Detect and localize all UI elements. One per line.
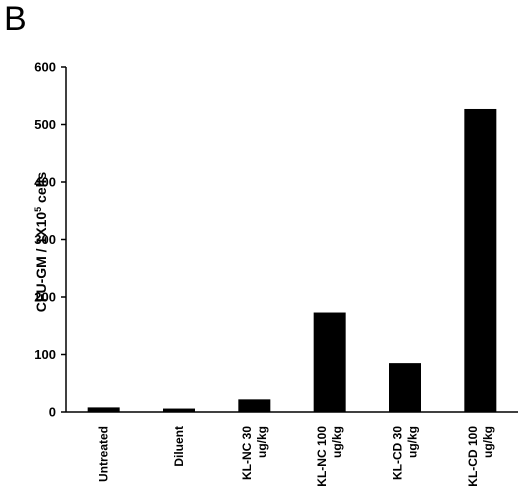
x-tick-label-line: ug/kg: [255, 426, 269, 458]
x-tick-label-line: Diluent: [172, 426, 186, 467]
x-tick-label: Diluent: [172, 426, 186, 467]
x-tick-label-line: KL-CD 30: [391, 426, 405, 480]
bar: [87, 407, 120, 412]
y-axis-title-main: CFU-GM / 1X10: [33, 212, 49, 313]
y-axis: 0 100 200 300 400 500 600: [34, 60, 67, 420]
y-tick-label: 0: [49, 405, 56, 420]
x-tick-label-line: ug/kg: [481, 426, 495, 458]
y-axis-title-sup: 5: [33, 207, 43, 212]
x-axis: Untreated Diluent KL-NC 30ug/kg KL-NC 100ug…: [66, 411, 518, 487]
y-tick-label: 400: [34, 175, 56, 190]
x-tick-label: KL-CD 30ug/kg: [391, 426, 420, 480]
x-tick-label-line: KL-NC 100: [315, 426, 329, 487]
x-tick-label-line: ug/kg: [330, 426, 344, 458]
x-tick-label: Untreated: [97, 426, 111, 482]
bar: [389, 363, 421, 412]
x-tick-label-line: ug/kg: [406, 426, 420, 458]
y-tick-label: 100: [34, 347, 56, 362]
x-tick-label-line: KL-CD 100: [466, 426, 480, 487]
y-tick-label: 200: [34, 290, 56, 305]
x-tick-label-line: KL-NC 30: [240, 426, 254, 480]
x-tick-label: KL-CD 100ug/kg: [466, 426, 495, 487]
y-axis-title: CFU-GM / 1X105 cells: [33, 172, 49, 313]
y-tick-label: 600: [34, 60, 56, 75]
bars: [87, 108, 497, 412]
y-tick-label: 300: [34, 232, 56, 247]
y-tick-label: 500: [34, 117, 56, 132]
bar: [163, 408, 195, 412]
x-tick-label: KL-NC 30ug/kg: [240, 426, 269, 480]
bar: [238, 399, 271, 412]
x-tick-label: KL-NC 100ug/kg: [315, 426, 344, 487]
x-tick-label-line: Untreated: [97, 426, 111, 482]
bar: [313, 312, 346, 412]
y-axis-title-tail: cells: [33, 172, 49, 207]
bar: [464, 108, 497, 412]
panel-label: B: [4, 0, 27, 38]
